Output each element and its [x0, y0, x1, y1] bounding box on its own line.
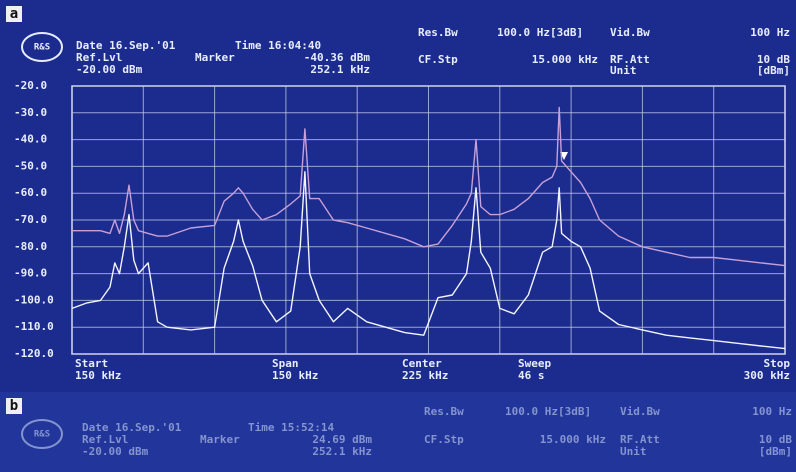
footer-value: 225 kHz: [402, 369, 448, 382]
y-tick-label: -70.0: [14, 213, 47, 226]
res-bw-label: Res.Bw: [424, 405, 464, 418]
footer-value: 300 kHz: [744, 369, 790, 382]
y-tick-label: -90.0: [14, 267, 47, 280]
y-tick-label: -100.0: [14, 293, 54, 306]
res-bw: 100.0 Hz[3dB]: [505, 405, 591, 418]
unit-label: Unit: [620, 445, 647, 458]
screenshot: a R&S Date 16.Sep.'01 Time 16:04:40 Ref.…: [0, 0, 796, 472]
cf-step-label: CF.Stp: [424, 433, 464, 446]
cf-step: 15.000 kHz: [540, 433, 606, 446]
ref-level: -20.00 dBm: [82, 445, 149, 458]
footer-value: 150 kHz: [272, 369, 318, 382]
unit-label: Unit: [610, 64, 637, 77]
logo-text: R&S: [34, 43, 50, 53]
y-tick-label: -80.0: [14, 240, 47, 253]
logo-text: R&S: [34, 430, 50, 440]
panel-label: a: [10, 6, 18, 22]
panel-label: b: [10, 398, 18, 414]
y-tick-label: -50.0: [14, 159, 47, 172]
res-bw: 100.0 Hz[3dB]: [497, 26, 583, 39]
marker-frequency: 252.1 kHz: [310, 63, 370, 76]
vid-bw-label: Vid.Bw: [610, 26, 650, 39]
y-tick-label: -120.0: [14, 347, 54, 360]
y-tick-label: -30.0: [14, 106, 47, 119]
ref-level: -20.00 dBm: [76, 63, 143, 76]
footer-value: 46 s: [518, 369, 545, 382]
marker-label: Marker: [195, 51, 235, 64]
res-bw-label: Res.Bw: [418, 26, 458, 39]
vid-bw: 100 Hz: [750, 26, 790, 39]
vid-bw: 100 Hz: [752, 405, 792, 418]
y-tick-label: -110.0: [14, 320, 54, 333]
vid-bw-label: Vid.Bw: [620, 405, 660, 418]
y-tick-label: -60.0: [14, 186, 47, 199]
marker-label: Marker: [200, 433, 240, 446]
unit: [dBm]: [759, 445, 792, 458]
unit: [dBm]: [757, 64, 790, 77]
y-tick-label: -20.0: [14, 79, 47, 92]
y-tick-label: -40.0: [14, 133, 47, 146]
cf-step-label: CF.Stp: [418, 53, 458, 66]
cf-step: 15.000 kHz: [532, 53, 598, 66]
footer-value: 150 kHz: [75, 369, 121, 382]
marker-frequency: 252.1 kHz: [312, 445, 372, 458]
